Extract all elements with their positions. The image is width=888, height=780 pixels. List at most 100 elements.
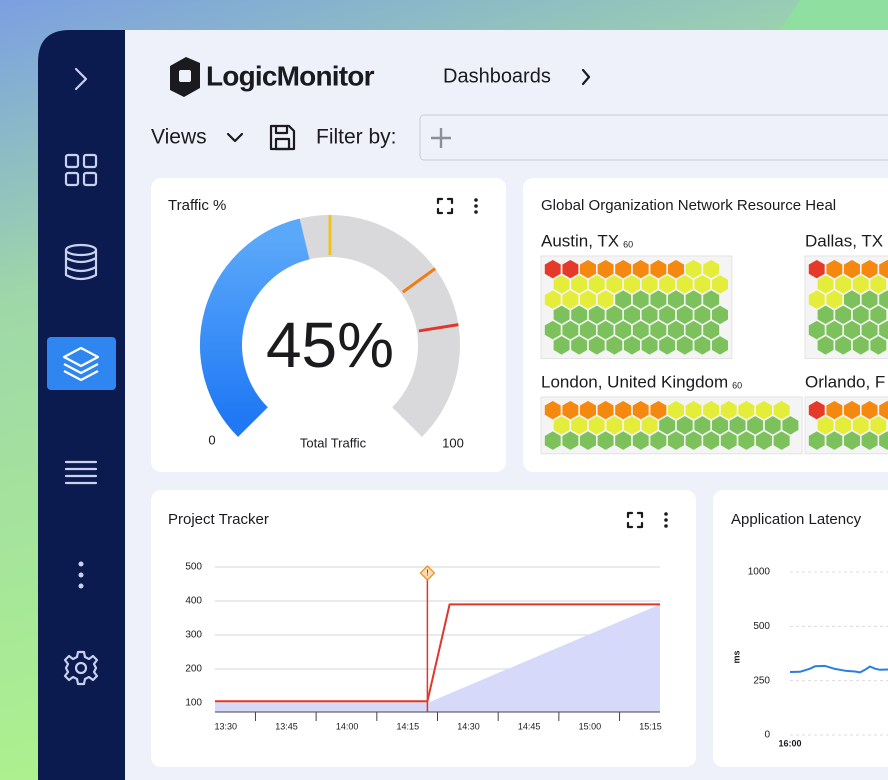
widget-title: Global Organization Network Resource Hea… — [541, 197, 836, 214]
gauge-max: 100 — [442, 435, 464, 450]
hex-cell — [807, 429, 827, 452]
menu-icon[interactable] — [664, 512, 668, 528]
line — [215, 603, 660, 703]
group-name: Austin, TX — [541, 231, 619, 250]
filter-input[interactable] — [419, 114, 888, 161]
hex-cell — [833, 334, 853, 357]
y-tick-label: 400 — [185, 596, 202, 607]
views-chevron[interactable] — [226, 132, 244, 143]
hex-cell — [631, 429, 651, 452]
hex-cell — [692, 334, 713, 357]
save-icon[interactable] — [269, 124, 296, 151]
x-tick-label: 14:15 — [397, 721, 420, 731]
breadcrumb[interactable]: Dashboards — [443, 65, 551, 87]
annotation-label: ! — [426, 569, 428, 578]
hex-cell — [657, 334, 677, 357]
views-button[interactable]: Views — [151, 126, 207, 149]
hex-cell — [604, 334, 625, 357]
gauge-threshold — [418, 323, 459, 333]
x-tick-label: 15:15 — [639, 721, 662, 731]
gauge-min: 0 — [208, 432, 215, 447]
gauge-value — [200, 218, 311, 437]
background-accent — [780, 0, 888, 30]
gauge-threshold — [401, 267, 437, 294]
hex-cell — [666, 429, 686, 452]
hex-cell — [842, 429, 862, 452]
group-name: London, United Kingdom — [541, 372, 728, 391]
hex-cell — [701, 429, 721, 452]
breadcrumb-chevron — [581, 68, 591, 86]
widget-title: Application Latency — [731, 511, 862, 528]
hex-cell — [754, 429, 774, 452]
y-tick-label: 300 — [185, 630, 202, 641]
expand-icon[interactable] — [74, 67, 88, 91]
x-tick-label: 13:45 — [275, 721, 298, 731]
widget-title: Traffic % — [168, 197, 226, 214]
hex-cell — [595, 429, 616, 452]
gauge-subtitle: Total Traffic — [300, 435, 367, 450]
filter-label: Filter by: — [316, 126, 397, 149]
x-tick-label: 14:45 — [518, 721, 541, 731]
logs-icon[interactable] — [64, 460, 98, 485]
area — [215, 604, 660, 712]
settings-icon[interactable] — [63, 650, 99, 686]
logo-mark-eye — [179, 70, 191, 82]
y-tick-label: 100 — [185, 698, 202, 709]
y-tick-label: 500 — [185, 562, 202, 573]
y-axis-label: ms — [731, 650, 741, 663]
hex-cell — [569, 334, 589, 357]
hex-cell — [824, 429, 845, 452]
active-nav[interactable] — [47, 337, 116, 390]
hex-cell — [639, 334, 660, 357]
hex-cell — [710, 334, 730, 357]
hex-cell — [613, 429, 633, 452]
resources-icon[interactable] — [64, 243, 98, 281]
fullscreen-icon[interactable] — [436, 197, 454, 215]
hex-cell — [719, 429, 739, 452]
x-tick-label: 13:30 — [215, 721, 238, 731]
hex-cell — [736, 429, 757, 452]
group-count: 60 — [623, 239, 633, 249]
more-icon[interactable] — [78, 561, 84, 589]
hex-cell — [648, 429, 669, 452]
latency-card — [713, 490, 888, 767]
hex-cell — [587, 334, 607, 357]
hex-cell — [622, 334, 642, 357]
group-name: Dallas, TX — [805, 231, 883, 250]
hex-cell — [675, 334, 695, 357]
hex-cell — [868, 334, 888, 357]
x-tick-label: 14:30 — [457, 721, 480, 731]
y-tick-label: 250 — [753, 675, 770, 686]
annotation-marker — [419, 565, 436, 581]
hex-cell — [859, 429, 880, 452]
gauge-value-label: 45% — [266, 309, 394, 381]
sidebar — [38, 30, 125, 780]
hex-cell — [877, 429, 888, 452]
group-count: 60 — [732, 380, 742, 390]
x-tick-label: 15:00 — [579, 721, 602, 731]
y-tick-label: 0 — [764, 730, 770, 741]
hex-cell — [578, 429, 598, 452]
hex-cell — [683, 429, 704, 452]
group-name: Orlando, F — [805, 372, 885, 391]
logo[interactable]: LogicMonitor — [206, 60, 375, 91]
y-tick-label: 200 — [185, 664, 202, 675]
widget-title: Project Tracker — [168, 511, 269, 528]
hex-cell — [851, 334, 871, 357]
add-filter-icon[interactable] — [431, 128, 451, 148]
fullscreen-icon[interactable] — [626, 511, 644, 529]
dashboards-icon[interactable] — [64, 153, 98, 187]
hex-cell — [771, 429, 792, 452]
menu-icon[interactable] — [474, 198, 478, 214]
y-tick-label: 500 — [753, 621, 770, 632]
layers-icon[interactable] — [62, 346, 100, 382]
y-tick-label: 1000 — [748, 567, 771, 578]
hex-cell — [543, 429, 563, 452]
hex-cell — [551, 334, 572, 357]
hex-cell — [560, 429, 581, 452]
x-tick-label: 16:00 — [778, 738, 801, 748]
hex-cell — [815, 334, 836, 357]
x-tick-label: 14:00 — [336, 721, 359, 731]
